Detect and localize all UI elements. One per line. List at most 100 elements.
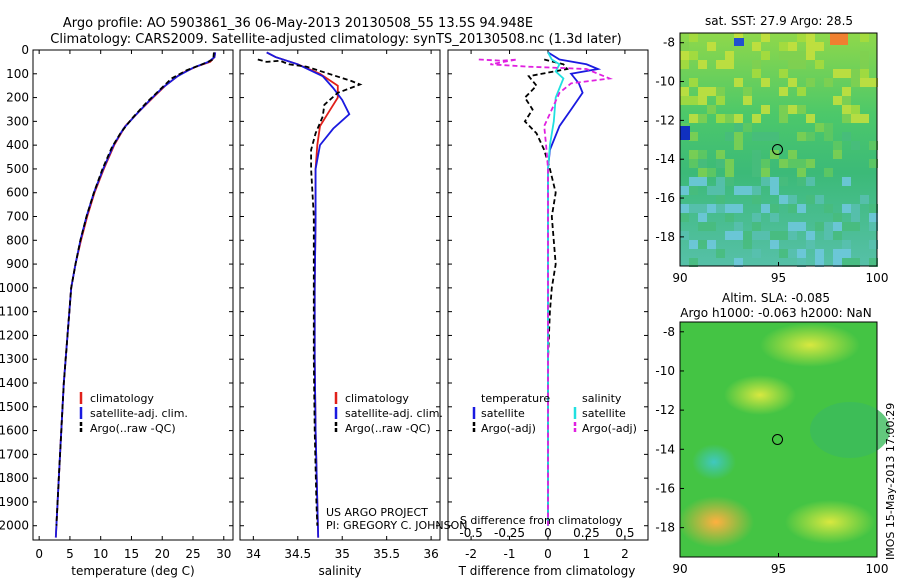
sst-cell: [779, 249, 788, 258]
figure-title-line2: Climatology: CARS2009. Satellite-adjuste…: [50, 32, 622, 47]
legend-label-argo: Argo(..raw -QC): [345, 422, 431, 435]
sst-cell: [689, 186, 698, 195]
sla-high-anomaly-center: [724, 375, 796, 415]
sst-cell: [752, 168, 761, 177]
sst-cold-cell: [734, 38, 744, 46]
sst-cell: [842, 105, 851, 114]
sst-cell: [770, 132, 779, 141]
sst-cell: [716, 159, 725, 168]
sst-cell: [689, 204, 698, 213]
sst-cell: [779, 114, 788, 123]
sst-cell: [716, 114, 725, 123]
sst-cell: [806, 132, 815, 141]
sst-cell: [833, 231, 842, 240]
sst-cell: [680, 60, 689, 69]
sst-cell: [824, 78, 833, 87]
sst-cell: [725, 60, 734, 69]
sst-cell: [698, 204, 707, 213]
map-y-tick-label: -18: [655, 521, 675, 535]
sst-cell: [689, 258, 698, 267]
sst-cell: [680, 204, 689, 213]
sst-cell: [707, 186, 716, 195]
sst-cell: [752, 249, 761, 258]
sst-cell: [680, 42, 689, 51]
sst-warm-cell: [830, 33, 848, 45]
sst-cell: [842, 204, 851, 213]
sst-cell: [689, 240, 698, 249]
sst-cell: [752, 132, 761, 141]
sst-cell: [770, 186, 779, 195]
y-tick-label: 1500: [0, 400, 29, 414]
sst-cell: [743, 186, 752, 195]
secondary-x-tick-label: -0.25: [494, 526, 525, 540]
sst-cell: [815, 249, 824, 258]
sst-cell: [734, 222, 743, 231]
y-tick-label: 700: [6, 210, 29, 224]
series-line-climatology: [54, 52, 217, 538]
sst-cell: [761, 78, 770, 87]
sst-cell: [725, 177, 734, 186]
map-y-tick-label: -16: [655, 191, 675, 205]
map-y-tick-label: -12: [655, 113, 675, 127]
map-x-tick-label: 90: [672, 562, 687, 576]
sst-cell: [797, 105, 806, 114]
map-y-tick-label: -8: [663, 36, 675, 50]
sst-cell: [779, 231, 788, 240]
sst-cell: [833, 69, 842, 78]
sla-map-title-line2: Argo h1000: -0.063 h2000: NaN: [680, 306, 872, 320]
project-annotation: US ARGO PROJECT: [326, 506, 428, 519]
sst-cell: [707, 222, 716, 231]
legend-label-t-argo: Argo(-adj): [481, 422, 536, 435]
sst-cell: [770, 177, 779, 186]
sst-cell: [788, 105, 797, 114]
sst-cell: [743, 87, 752, 96]
y-tick-label: 300: [6, 114, 29, 128]
sst-cell: [752, 69, 761, 78]
temperature-panel: 0 5 10 15 20 25 300100200300400500600700800900…: [0, 43, 234, 578]
secondary-x-tick-label: 0.25: [573, 526, 600, 540]
sst-cell: [707, 240, 716, 249]
sst-cell: [833, 222, 842, 231]
series-line-satellite-adj-clim-: [54, 52, 217, 538]
sla-moderate-region: [810, 402, 890, 458]
sst-cell: [716, 150, 725, 159]
difference-lines: [478, 51, 613, 526]
sst-cell: [698, 87, 707, 96]
sst-cell: [752, 42, 761, 51]
sst-cell: [824, 123, 833, 132]
sst-cell: [788, 231, 797, 240]
sst-cell: [842, 222, 851, 231]
map-x-tick-label: 95: [771, 562, 786, 576]
sst-cell: [788, 60, 797, 69]
y-tick-label: 100: [6, 67, 29, 81]
map-x-tick-label: 100: [866, 562, 889, 576]
sst-cell: [851, 222, 860, 231]
sst-cell: [734, 33, 743, 42]
sst-cell: [788, 249, 797, 258]
salinity-panel: 34 34.5 35 35.5 36 salinity climatology sate…: [239, 49, 467, 578]
sst-cell: [716, 96, 725, 105]
map-y-tick-label: -8: [663, 325, 675, 339]
sst-cell: [770, 150, 779, 159]
series-line-salinity-satellite: [547, 51, 565, 526]
sst-cell: [752, 114, 761, 123]
map-y-tick-label: -12: [655, 403, 675, 417]
y-tick-label: 400: [6, 138, 29, 152]
map-y-tick-label: -18: [655, 230, 675, 244]
sst-cell: [698, 168, 707, 177]
sst-cell: [797, 132, 806, 141]
temperature-xlabel: temperature (deg C): [71, 564, 194, 578]
y-tick-label: 1300: [0, 352, 29, 366]
sst-cell: [698, 222, 707, 231]
sst-cell: [725, 204, 734, 213]
sst-cell: [725, 132, 734, 141]
sst-cell: [734, 186, 743, 195]
x-tick-label: 2: [621, 547, 629, 561]
series-line-salinity-argo-adj-: [478, 58, 613, 526]
sla-low-anomaly: [692, 444, 736, 480]
sst-cell: [680, 231, 689, 240]
legend-label-t-satellite: satellite: [481, 407, 525, 420]
sst-cell: [788, 78, 797, 87]
series-line-argo-raw-qc-: [55, 52, 215, 526]
y-tick-label: 900: [6, 257, 29, 271]
